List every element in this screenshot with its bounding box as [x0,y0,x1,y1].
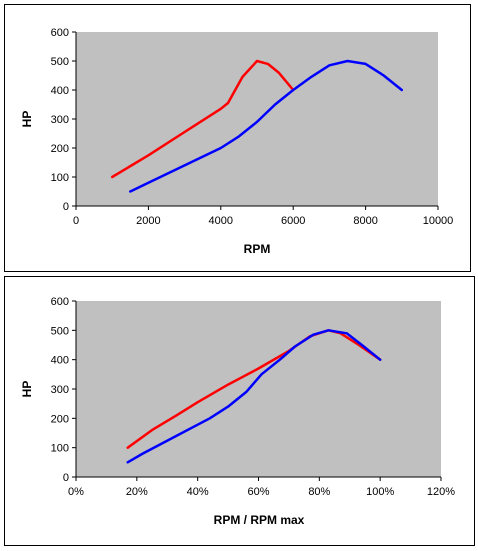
y-tick-label: 400 [51,85,69,97]
plot-area [76,32,438,206]
y-tick-label: 500 [51,325,69,337]
x-tick-labels: 0 2000 4000 6000 8000 10000 [73,215,453,227]
x-tick-label: 0% [68,486,84,498]
chart-2-svg: 0% 20% 40% 60% 80% 100% 120% 0 100 200 300 400 500 6… [20,296,455,527]
x-tick-label: 10000 [423,215,454,227]
plot-area [76,301,441,477]
y-tick-label: 600 [51,27,69,39]
x-tick-label: 2000 [136,215,160,227]
x-axis-label: RPM [244,242,271,256]
x-tick-label: 0 [73,215,79,227]
x-tick-label: 20% [126,486,148,498]
series-lines [110,59,404,193]
y-tick-labels: 0 100 200 300 400 500 600 [51,296,69,484]
chart-panel-2: 0% 20% 40% 60% 80% 100% 120% 0 100 200 300 400 500 6… [4,276,475,546]
y-tick-labels: 0 100 200 300 400 500 600 [51,27,69,213]
y-axis-label: HP [20,111,34,128]
y-tick-label: 100 [51,172,69,184]
tick-marks [72,300,442,481]
x-tick-label: 120% [427,486,455,498]
x-tick-labels: 0% 20% 40% 60% 80% 100% 120% [68,486,455,498]
series-line-2 [126,329,382,464]
x-tick-label: 100% [366,486,394,498]
x-tick-label: 40% [187,486,209,498]
x-tick-label: 80% [308,486,330,498]
chart-panel-1: 0 2000 4000 6000 8000 10000 0 100 200 300 400 500 6… [4,4,471,272]
y-tick-label: 600 [51,296,69,308]
x-tick-label: 60% [247,486,269,498]
y-axis-label: HP [20,381,34,398]
x-tick-label: 4000 [209,215,233,227]
tick-marks [72,31,439,210]
y-tick-label: 300 [51,384,69,396]
x-tick-label: 8000 [353,215,377,227]
x-axis-label: RPM / RPM max [214,513,305,527]
y-tick-label: 100 [51,443,69,455]
y-tick-label: 0 [63,472,69,484]
y-tick-label: 300 [51,114,69,126]
series-line-1 [110,59,295,179]
chart-1-svg: 0 2000 4000 6000 8000 10000 0 100 200 300 400 500 6… [20,27,453,256]
y-tick-label: 0 [63,201,69,213]
y-tick-label: 400 [51,355,69,367]
series-line-2 [129,59,404,193]
y-tick-label: 500 [51,56,69,68]
x-tick-label: 6000 [281,215,305,227]
y-tick-label: 200 [51,413,69,425]
series-line-1 [126,329,382,449]
y-tick-label: 200 [51,143,69,155]
series-lines [126,329,382,464]
